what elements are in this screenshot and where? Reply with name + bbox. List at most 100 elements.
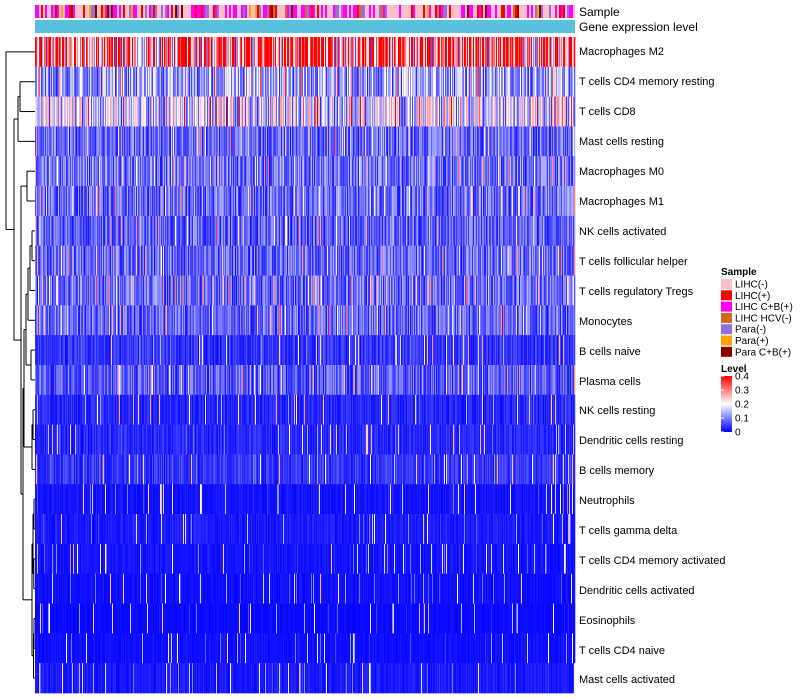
heatmap-cell	[106, 37, 108, 68]
heatmap-cell	[552, 96, 554, 127]
heatmap-cell	[292, 126, 294, 157]
heatmap-cell	[422, 96, 424, 127]
heatmap-cell	[496, 66, 498, 97]
heatmap-cell	[101, 96, 103, 127]
heatmap-cell	[375, 96, 377, 127]
heatmap-cell	[476, 96, 478, 127]
heatmap-cell	[172, 96, 174, 127]
heatmap-cell	[329, 66, 331, 97]
heatmap-cell	[496, 96, 498, 127]
heatmap-cell	[422, 37, 424, 68]
heatmap-cell	[311, 66, 313, 97]
heatmap-cell	[47, 66, 49, 97]
heatmap-cell	[439, 96, 441, 127]
heatmap-cell	[307, 66, 309, 97]
heatmap-cell	[425, 96, 427, 127]
heatmap-cell	[382, 66, 384, 97]
heatmap-cell	[501, 66, 503, 97]
sample-annotation-cell	[543, 5, 546, 18]
heatmap-cell	[294, 37, 296, 68]
heatmap-cell	[141, 66, 143, 97]
heatmap-cell	[147, 37, 149, 68]
heatmap-cell	[265, 66, 267, 97]
heatmap-cell	[572, 37, 574, 68]
heatmap-cell	[569, 96, 571, 127]
heatmap-cell	[453, 37, 455, 68]
heatmap-cell	[368, 96, 370, 127]
heatmap-cell	[144, 37, 146, 68]
heatmap-cell	[248, 37, 250, 68]
heatmap-cell	[386, 66, 388, 97]
heatmap-cell	[109, 37, 111, 68]
heatmap-cell	[208, 96, 210, 127]
heatmap-cell	[164, 66, 166, 97]
heatmap-cell	[127, 66, 129, 97]
heatmap-cell	[243, 126, 245, 157]
heatmap-cell	[482, 37, 484, 68]
heatmap-cell	[176, 66, 178, 97]
heatmap-cell	[72, 126, 74, 157]
heatmap-cell	[322, 37, 324, 68]
sample-annotation-cell	[247, 5, 250, 18]
heatmap-cell	[193, 66, 195, 97]
heatmap-cell	[72, 96, 74, 127]
heatmap-cell	[384, 37, 386, 68]
heatmap-cell	[202, 126, 204, 157]
heatmap-cell	[386, 37, 388, 68]
heatmap-cell	[430, 96, 432, 127]
heatmap-cell	[56, 66, 58, 97]
heatmap-cell	[448, 37, 450, 68]
heatmap-cell	[309, 96, 311, 127]
sample-annotation-cell	[121, 5, 124, 18]
heatmap-cell	[431, 37, 433, 68]
heatmap-cell	[233, 126, 235, 157]
heatmap-cell	[257, 126, 259, 157]
heatmap-cell	[228, 126, 230, 157]
heatmap-cell	[499, 66, 501, 97]
heatmap-cell	[344, 37, 346, 68]
heatmap-cell	[316, 66, 318, 97]
sample-annotation-cell	[41, 5, 44, 18]
heatmap-cell	[245, 96, 247, 127]
sample-annotation-cell	[65, 5, 68, 18]
heatmap-cell	[284, 66, 286, 97]
heatmap-cell	[35, 126, 37, 157]
heatmap-cell	[228, 66, 230, 97]
sample-annotation-cell	[147, 5, 150, 18]
heatmap-cell	[546, 37, 548, 68]
heatmap-cell	[318, 66, 320, 97]
sample-annotation-cell	[419, 5, 422, 18]
heatmap-cell	[220, 96, 222, 127]
heatmap-cell	[178, 37, 180, 68]
heatmap-cell	[191, 37, 193, 68]
heatmap-cell	[204, 37, 206, 68]
heatmap-cell	[297, 96, 299, 127]
heatmap-cell	[521, 66, 523, 97]
heatmap-cell	[200, 66, 202, 97]
heatmap-cell	[459, 37, 461, 68]
heatmap-cell	[363, 37, 365, 68]
heatmap-cell	[387, 37, 389, 68]
heatmap-cell	[50, 126, 52, 157]
heatmap-cell	[328, 126, 330, 157]
heatmap-cell	[503, 96, 505, 127]
sample-annotation-cell	[429, 5, 432, 18]
heatmap-cell	[240, 126, 242, 157]
heatmap-cell	[550, 96, 552, 127]
heatmap-cell	[441, 66, 443, 97]
heatmap-cell	[394, 96, 396, 127]
heatmap-cell	[474, 37, 476, 68]
heatmap-cell	[370, 96, 372, 127]
heatmap-cell	[478, 37, 480, 68]
sample-annotation-cell	[43, 5, 46, 18]
heatmap-cell	[36, 126, 38, 157]
sample-annotation-cell	[529, 5, 532, 18]
heatmap-cell	[433, 66, 435, 97]
heatmap-cell	[313, 66, 315, 97]
heatmap-cell	[482, 96, 484, 127]
heatmap-cell	[139, 37, 141, 68]
sample-annotation-cell	[521, 5, 524, 18]
heatmap-cell	[313, 96, 315, 127]
heatmap-cell	[533, 37, 535, 68]
sample-annotation-cell	[205, 5, 208, 18]
